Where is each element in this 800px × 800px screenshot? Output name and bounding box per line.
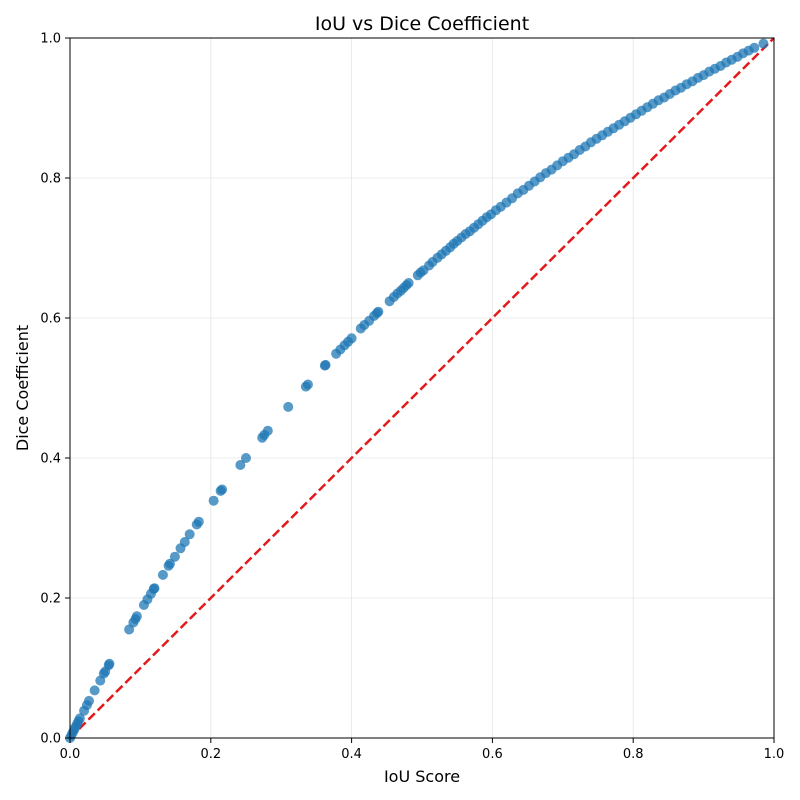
data-point <box>749 42 760 53</box>
data-point <box>149 583 160 594</box>
reference-layer <box>69 37 775 739</box>
data-point <box>169 551 180 562</box>
data-point <box>179 537 190 547</box>
data-point <box>241 453 251 463</box>
x-tick-label: 0.2 <box>200 747 221 762</box>
x-tick-label: 1.0 <box>764 747 785 762</box>
data-points <box>65 38 769 743</box>
x-tick-label: 0.8 <box>623 747 644 762</box>
y-tick-label: 0.8 <box>40 172 61 187</box>
x-tick-label: 0.0 <box>60 747 81 762</box>
data-point <box>193 516 204 527</box>
x-tick-label: 0.6 <box>482 747 503 762</box>
data-point <box>184 529 195 540</box>
data-point <box>373 306 384 317</box>
axis-ticks: 0.0 0.2 0.4 0.6 0.8 1.0 0.0 0.2 0.4 0.6 0.8 1.0 <box>40 32 784 763</box>
y-axis-label: Dice Coefficient <box>13 325 32 451</box>
y-tick-label: 0.2 <box>40 592 61 607</box>
plot-frame <box>69 37 775 739</box>
data-point <box>320 359 331 370</box>
data-point <box>74 713 85 724</box>
y-tick-label: 0.0 <box>40 732 61 747</box>
data-point <box>208 495 219 506</box>
x-axis-label: IoU Score <box>384 767 460 786</box>
y-tick-label: 0.6 <box>40 312 61 327</box>
data-point <box>217 484 228 495</box>
data-point <box>758 38 769 49</box>
data-point <box>235 460 246 470</box>
data-point <box>262 425 273 436</box>
data-point <box>403 278 414 288</box>
data-point <box>157 569 168 580</box>
reference-diagonal-line <box>69 37 775 739</box>
data-point <box>84 695 95 706</box>
y-tick-label: 0.4 <box>40 452 61 467</box>
data-point <box>283 401 294 412</box>
data-point <box>131 611 142 622</box>
data-point <box>89 685 100 696</box>
data-point <box>346 333 357 344</box>
data-point <box>164 558 175 569</box>
chart-title: IoU vs Dice Coefficient <box>315 13 529 35</box>
data-point <box>302 379 313 390</box>
x-tick-label: 0.4 <box>341 747 362 762</box>
y-tick-label: 1.0 <box>40 32 61 47</box>
data-point <box>104 658 115 669</box>
